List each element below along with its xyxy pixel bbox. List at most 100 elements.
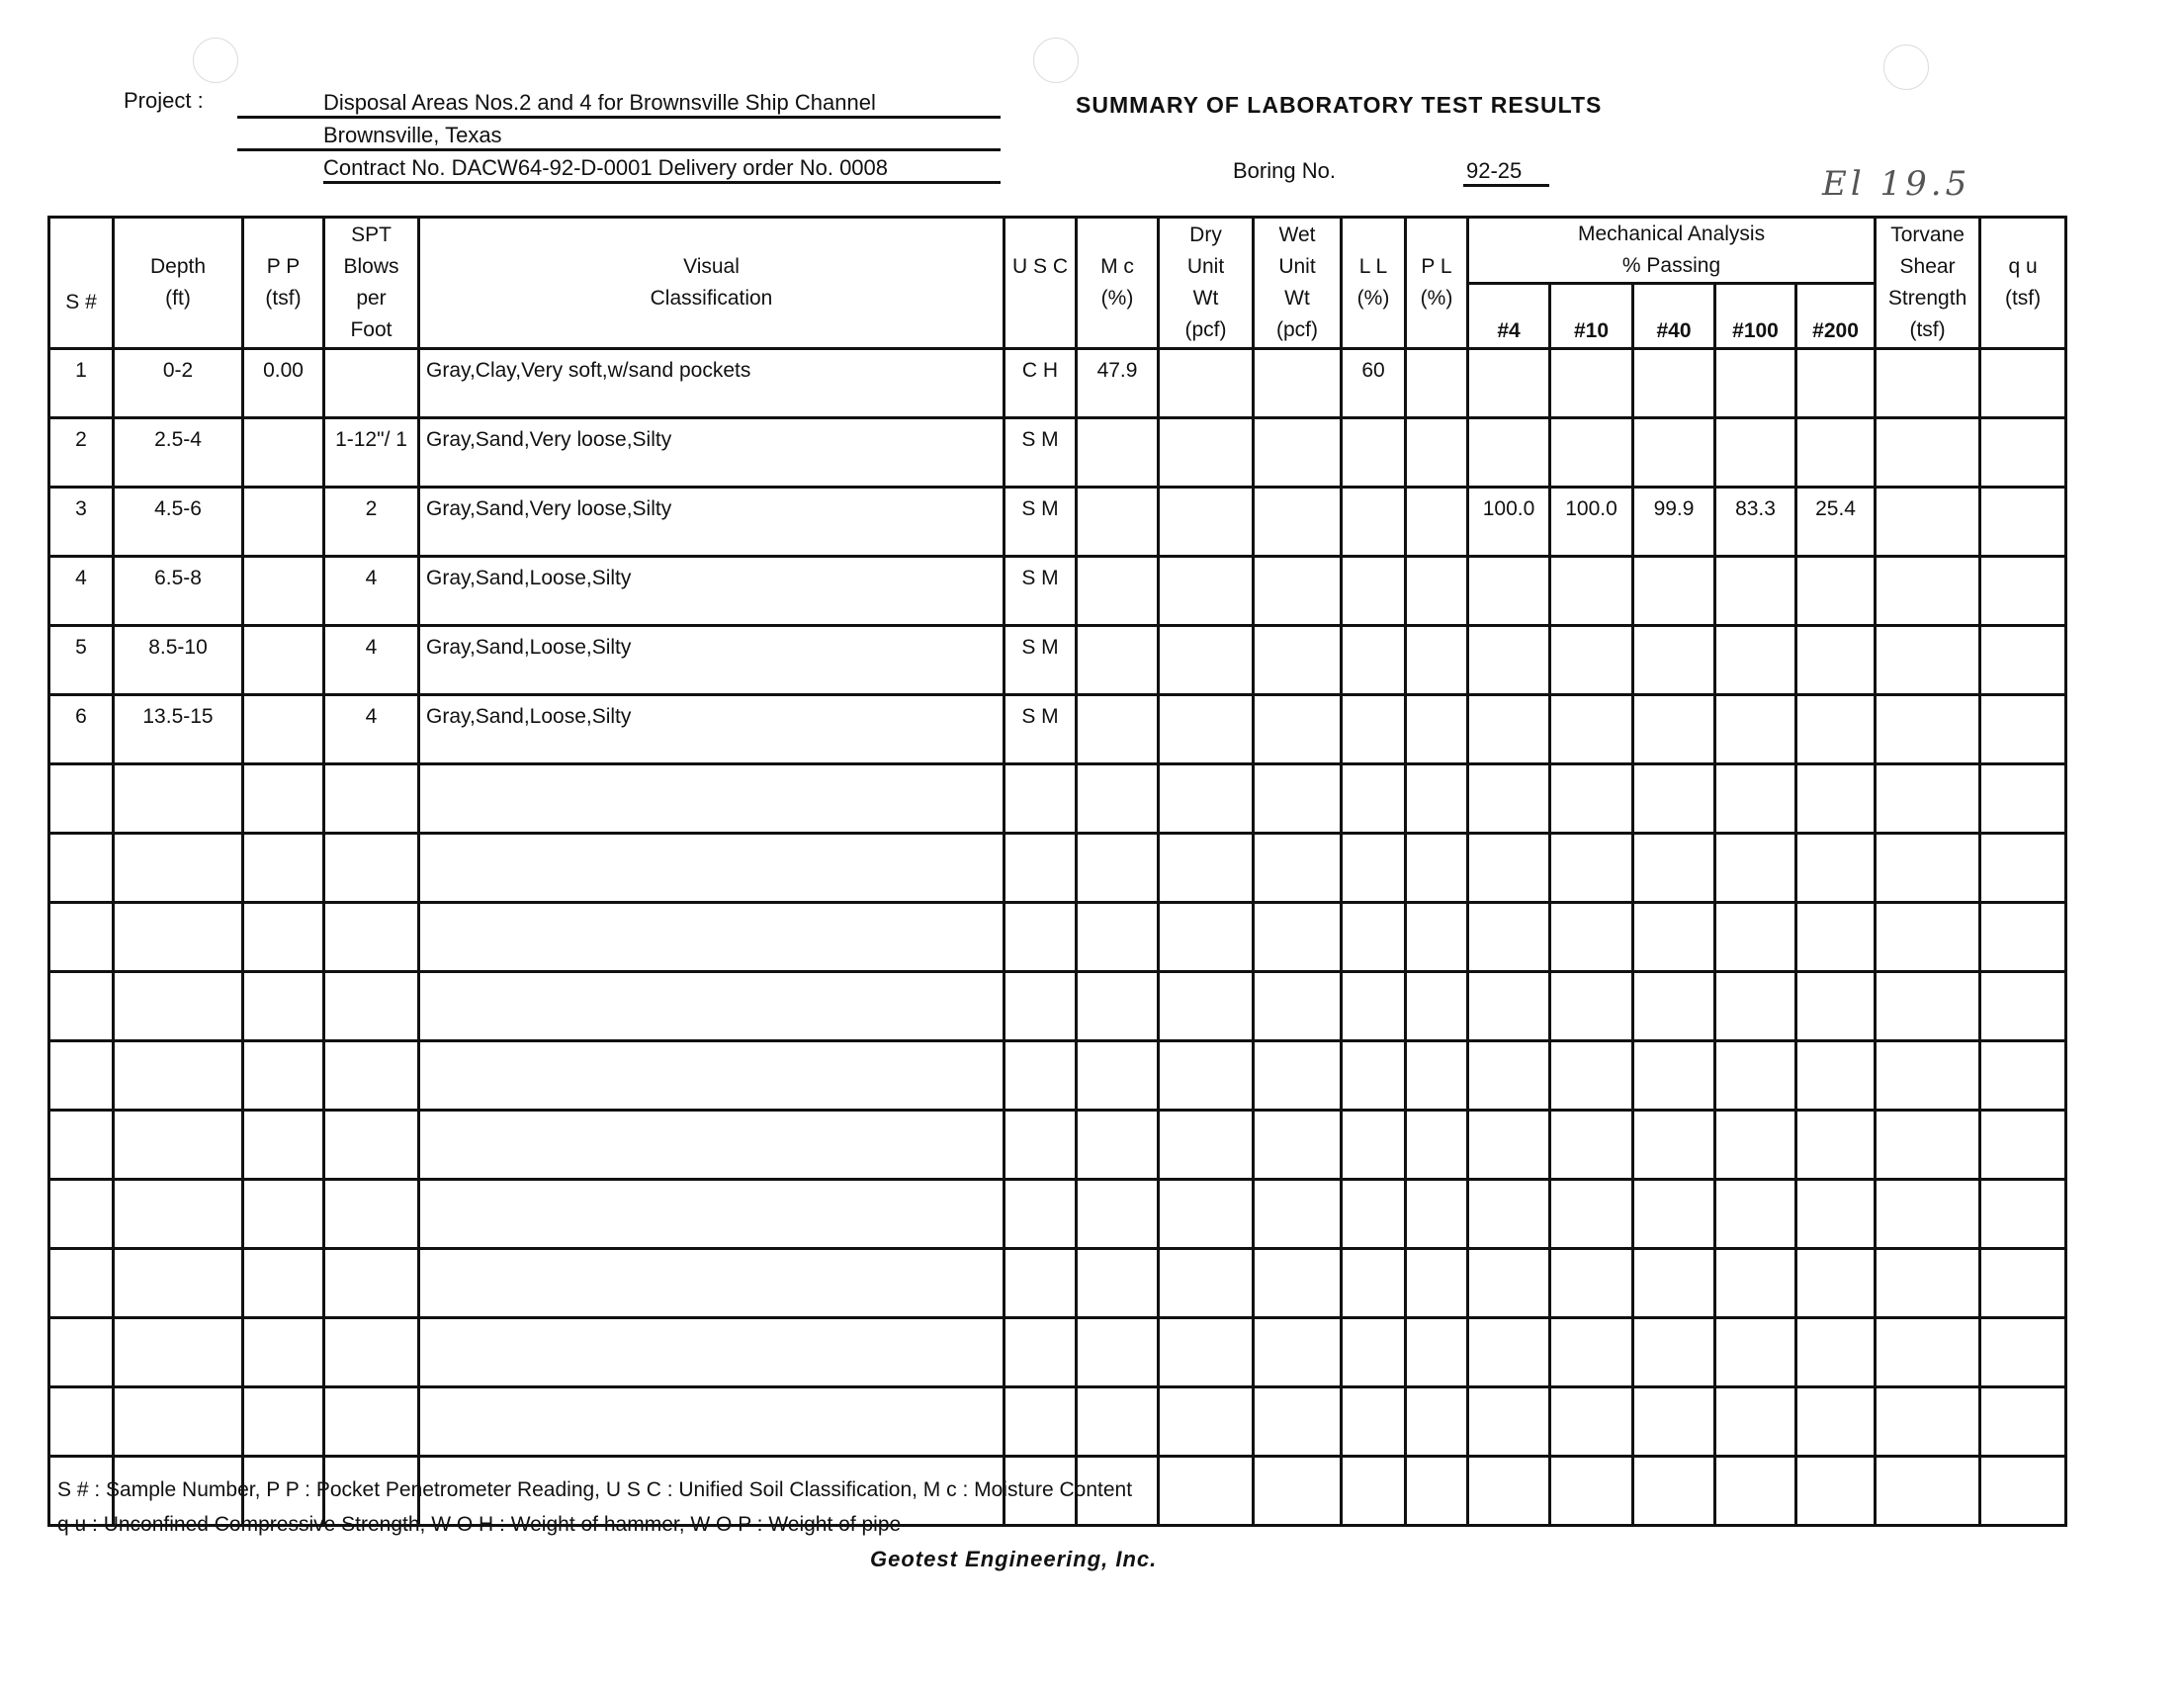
cell-torvane [1874, 1178, 1982, 1250]
cell-depth [112, 1247, 244, 1319]
cell-wet-unit-wt [1252, 693, 1343, 765]
handwritten-elevation: El 19.5 [1822, 164, 1971, 204]
cell-visual-classification: Gray,Sand,Loose,Silty [417, 693, 1005, 765]
cell-sieve-200 [1793, 832, 1878, 904]
cell-usc [1003, 1455, 1078, 1527]
cell-sieve-40 [1631, 832, 1716, 904]
cell-dry-unit-wt [1157, 1455, 1255, 1527]
cell-liquid-limit [1340, 693, 1407, 765]
cell-liquid-limit [1340, 416, 1407, 489]
cell-sieve-10 [1548, 1039, 1634, 1112]
col-mechanical-analysis: Mechanical Analysis% Passing [1465, 216, 1878, 285]
cell-qu [1978, 832, 2068, 904]
cell-usc: S M [1003, 555, 1078, 627]
cell-liquid-limit [1340, 762, 1407, 835]
cell-qu [1978, 1455, 2068, 1527]
project-location: Brownsville, Texas [323, 123, 502, 147]
cell-plastic-limit [1404, 1039, 1469, 1112]
cell-sieve-10 [1548, 1178, 1634, 1250]
cell-sieve-10 [1548, 762, 1634, 835]
cell-sieve-200 [1793, 1316, 1878, 1388]
cell-sieve-4 [1466, 1247, 1551, 1319]
cell-torvane [1874, 970, 1982, 1042]
cell-sieve-10 [1548, 1385, 1634, 1458]
col-ll: L L (%) [1340, 216, 1407, 350]
cell-pp [241, 970, 325, 1042]
cell-liquid-limit: 60 [1340, 347, 1407, 419]
cell-moisture-content [1075, 1039, 1160, 1112]
cell-sieve-100 [1713, 624, 1797, 696]
punch-hole [193, 38, 238, 83]
divider [1463, 184, 1549, 187]
cell-sieve-10 [1548, 832, 1634, 904]
cell-pp [241, 832, 325, 904]
cell-pp [241, 624, 325, 696]
cell-sample-number: 5 [47, 624, 115, 696]
table-row [47, 901, 2068, 973]
cell-torvane [1874, 555, 1982, 627]
cell-qu [1978, 347, 2068, 419]
cell-pp [241, 762, 325, 835]
cell-sieve-40 [1631, 347, 1716, 419]
cell-sieve-4 [1466, 970, 1551, 1042]
cell-usc [1003, 832, 1078, 904]
cell-sample-number [47, 901, 115, 973]
cell-sieve-4 [1466, 624, 1551, 696]
cell-liquid-limit [1340, 1178, 1407, 1250]
cell-torvane [1874, 347, 1982, 419]
table-row: 3 4.5-6 2 Gray,Sand,Very loose,Silty S M 100.… [47, 486, 2068, 558]
cell-spt-blows [322, 1247, 420, 1319]
cell-qu [1978, 762, 2068, 835]
cell-wet-unit-wt [1252, 486, 1343, 558]
table-row [47, 970, 2068, 1042]
col-moisture: M c (%) [1075, 216, 1160, 350]
cell-qu [1978, 416, 2068, 489]
cell-wet-unit-wt [1252, 555, 1343, 627]
cell-torvane [1874, 693, 1982, 765]
col-pl: P L (%) [1404, 216, 1469, 350]
cell-sieve-10: 100.0 [1548, 486, 1634, 558]
cell-pp [241, 1316, 325, 1388]
lab-results-table: S # Depth (ft) P P (tsf) SPT Blows per Foot V… [47, 216, 2068, 1527]
cell-visual-classification [417, 1109, 1005, 1181]
cell-sieve-40: 99.9 [1631, 486, 1716, 558]
cell-depth: 13.5-15 [112, 693, 244, 765]
cell-qu [1978, 1316, 2068, 1388]
cell-dry-unit-wt [1157, 555, 1255, 627]
cell-sieve-10 [1548, 416, 1634, 489]
contract-info: Contract No. DACW64-92-D-0001 Delivery o… [323, 155, 889, 180]
col-sieve-40: #40 [1631, 282, 1716, 350]
cell-qu [1978, 1247, 2068, 1319]
col-pp: P P (tsf) [241, 216, 325, 350]
project-name: Disposal Areas Nos.2 and 4 for Brownsvil… [323, 90, 876, 115]
cell-spt-blows [322, 832, 420, 904]
cell-visual-classification [417, 762, 1005, 835]
table-row [47, 1385, 2068, 1458]
legend-line-2: q u : Unconfined Compressive Strength, W… [57, 1513, 902, 1536]
cell-qu [1978, 1039, 2068, 1112]
cell-sieve-4 [1466, 1385, 1551, 1458]
cell-sieve-200 [1793, 970, 1878, 1042]
cell-qu [1978, 1109, 2068, 1181]
cell-sieve-200 [1793, 1178, 1878, 1250]
cell-sieve-200 [1793, 1039, 1878, 1112]
cell-wet-unit-wt [1252, 1039, 1343, 1112]
cell-sieve-200 [1793, 555, 1878, 627]
cell-torvane [1874, 486, 1982, 558]
cell-sieve-100 [1713, 901, 1797, 973]
cell-torvane [1874, 624, 1982, 696]
cell-sieve-40 [1631, 624, 1716, 696]
cell-plastic-limit [1404, 347, 1469, 419]
cell-dry-unit-wt [1157, 970, 1255, 1042]
cell-sample-number [47, 1109, 115, 1181]
cell-pp [241, 1109, 325, 1181]
cell-sieve-40 [1631, 1039, 1716, 1112]
cell-dry-unit-wt [1157, 1178, 1255, 1250]
cell-wet-unit-wt [1252, 832, 1343, 904]
cell-depth: 6.5-8 [112, 555, 244, 627]
cell-sample-number [47, 1247, 115, 1319]
cell-spt-blows [322, 347, 420, 419]
cell-wet-unit-wt [1252, 1109, 1343, 1181]
cell-usc [1003, 762, 1078, 835]
cell-dry-unit-wt [1157, 624, 1255, 696]
